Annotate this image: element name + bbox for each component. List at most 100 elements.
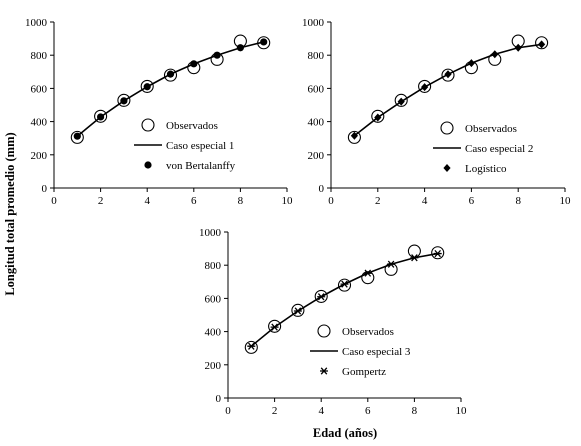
- legend-swatch-open-circle: [317, 324, 331, 338]
- data-point-asterisk: [317, 293, 326, 301]
- series-open-circle: [70, 34, 271, 144]
- x-tick-label: 2: [272, 405, 278, 417]
- x-axis-title: Edad (años): [313, 426, 377, 440]
- y-tick-label: 800: [31, 50, 48, 62]
- legend: Observados Caso especial 1 von Bertalanffy: [134, 118, 236, 172]
- x-tick-label: 0: [51, 195, 57, 207]
- data-point-filled-diamond: [538, 40, 546, 49]
- legend-swatch-open-circle: [440, 121, 454, 135]
- x-tick-label: 8: [412, 405, 418, 417]
- y-tick-label: 1000: [199, 227, 222, 239]
- y-tick-label: 800: [308, 50, 325, 62]
- data-point-open-circle: [418, 79, 432, 93]
- legend-label: Gompertz: [342, 366, 386, 378]
- data-point-open-circle: [268, 319, 282, 333]
- data-point-filled-circle: [260, 38, 268, 46]
- legend-label: Caso especial 1: [166, 140, 234, 152]
- data-point-filled-circle: [236, 44, 244, 52]
- data-point-filled-diamond: [444, 70, 452, 79]
- data-point-asterisk: [340, 280, 349, 288]
- legend-swatch-open-circle: [141, 118, 155, 132]
- data-point-asterisk: [410, 254, 419, 262]
- x-tick-label: 2: [375, 195, 381, 207]
- y-tick-label: 200: [205, 360, 222, 372]
- y-tick-label: 600: [31, 83, 48, 95]
- x-tick-label: 10: [456, 405, 468, 417]
- data-point-open-circle: [257, 36, 271, 50]
- y-tick-label: 400: [308, 117, 325, 129]
- data-point-open-circle: [291, 303, 305, 317]
- data-point-filled-diamond: [514, 43, 522, 52]
- series-open-circle: [347, 34, 549, 144]
- legend-label: von Bertalanffy: [166, 160, 236, 172]
- legend-label: Caso especial 2: [465, 143, 533, 155]
- legend: Observados Caso especial 3 Gompertz: [310, 324, 411, 378]
- x-tick-label: 6: [191, 195, 197, 207]
- y-tick-label: 0: [42, 183, 48, 195]
- y-tick-label: 1000: [302, 17, 325, 29]
- data-point-open-circle: [347, 130, 361, 144]
- y-tick-label: 400: [205, 327, 222, 339]
- data-point-open-circle: [371, 109, 385, 123]
- series-filled-diamond: [350, 40, 546, 140]
- data-point-filled-diamond: [491, 50, 499, 59]
- legend-label: Observados: [342, 326, 394, 338]
- y-tick-label: 200: [31, 150, 48, 162]
- x-tick-label: 4: [422, 195, 428, 207]
- data-point-open-circle: [117, 93, 131, 107]
- legend: Observados Caso especial 2 Logístico: [433, 121, 533, 175]
- x-tick-label: 6: [469, 195, 475, 207]
- legend-label: Observados: [465, 123, 517, 135]
- x-tick-label: 0: [225, 405, 231, 417]
- data-point-filled-diamond: [350, 131, 358, 140]
- data-point-filled-diamond: [467, 59, 475, 68]
- y-axis-title: Longitud total promedio (mm): [3, 132, 17, 295]
- series-open-circle: [244, 244, 445, 354]
- y-tick-label: 1000: [25, 17, 48, 29]
- x-tick-label: 4: [318, 405, 324, 417]
- y-tick-label: 0: [216, 393, 222, 405]
- y-tick-label: 200: [308, 150, 325, 162]
- chart-2: 0 200 400 600 800 1000 0 2 4 6 8 10 Observados Caso e…: [302, 17, 571, 207]
- y-tick-label: 600: [308, 83, 325, 95]
- y-tick-label: 800: [205, 260, 222, 272]
- x-tick-label: 0: [328, 195, 334, 207]
- data-point-asterisk: [363, 269, 372, 277]
- x-tick-label: 10: [282, 195, 294, 207]
- data-point-filled-diamond: [421, 83, 429, 92]
- x-tick-label: 10: [560, 195, 572, 207]
- data-point-asterisk: [387, 260, 396, 268]
- legend-swatch-filled-diamond: [443, 164, 451, 172]
- data-point-open-circle: [394, 93, 408, 107]
- data-point-open-circle: [441, 68, 455, 82]
- legend-label: Observados: [166, 120, 218, 132]
- data-point-open-circle: [361, 271, 375, 285]
- data-point-open-circle: [163, 68, 178, 82]
- data-point-filled-circle: [120, 97, 128, 105]
- data-point-filled-circle: [97, 113, 105, 121]
- data-point-open-circle: [337, 278, 352, 292]
- data-point-filled-circle: [190, 60, 198, 68]
- data-point-open-circle: [140, 79, 154, 93]
- data-point-open-circle: [407, 244, 421, 258]
- data-point-asterisk: [293, 307, 302, 315]
- x-tick-label: 8: [238, 195, 244, 207]
- x-tick-label: 8: [515, 195, 521, 207]
- series-filled-circle: [73, 38, 268, 140]
- series-asterisk: [247, 249, 442, 350]
- data-point-open-circle: [314, 289, 328, 303]
- x-tick-label: 4: [144, 195, 150, 207]
- data-point-open-circle: [70, 130, 84, 144]
- y-tick-label: 600: [205, 293, 222, 305]
- data-point-filled-diamond: [374, 113, 382, 122]
- data-point-asterisk: [270, 323, 279, 331]
- data-point-filled-circle: [143, 83, 151, 91]
- data-point-filled-circle: [166, 70, 175, 78]
- x-tick-label: 2: [98, 195, 104, 207]
- data-point-open-circle: [535, 36, 549, 50]
- data-point-open-circle: [94, 109, 108, 123]
- data-point-asterisk: [247, 342, 256, 350]
- data-point-open-circle: [244, 340, 258, 354]
- legend-label: Logístico: [465, 163, 507, 175]
